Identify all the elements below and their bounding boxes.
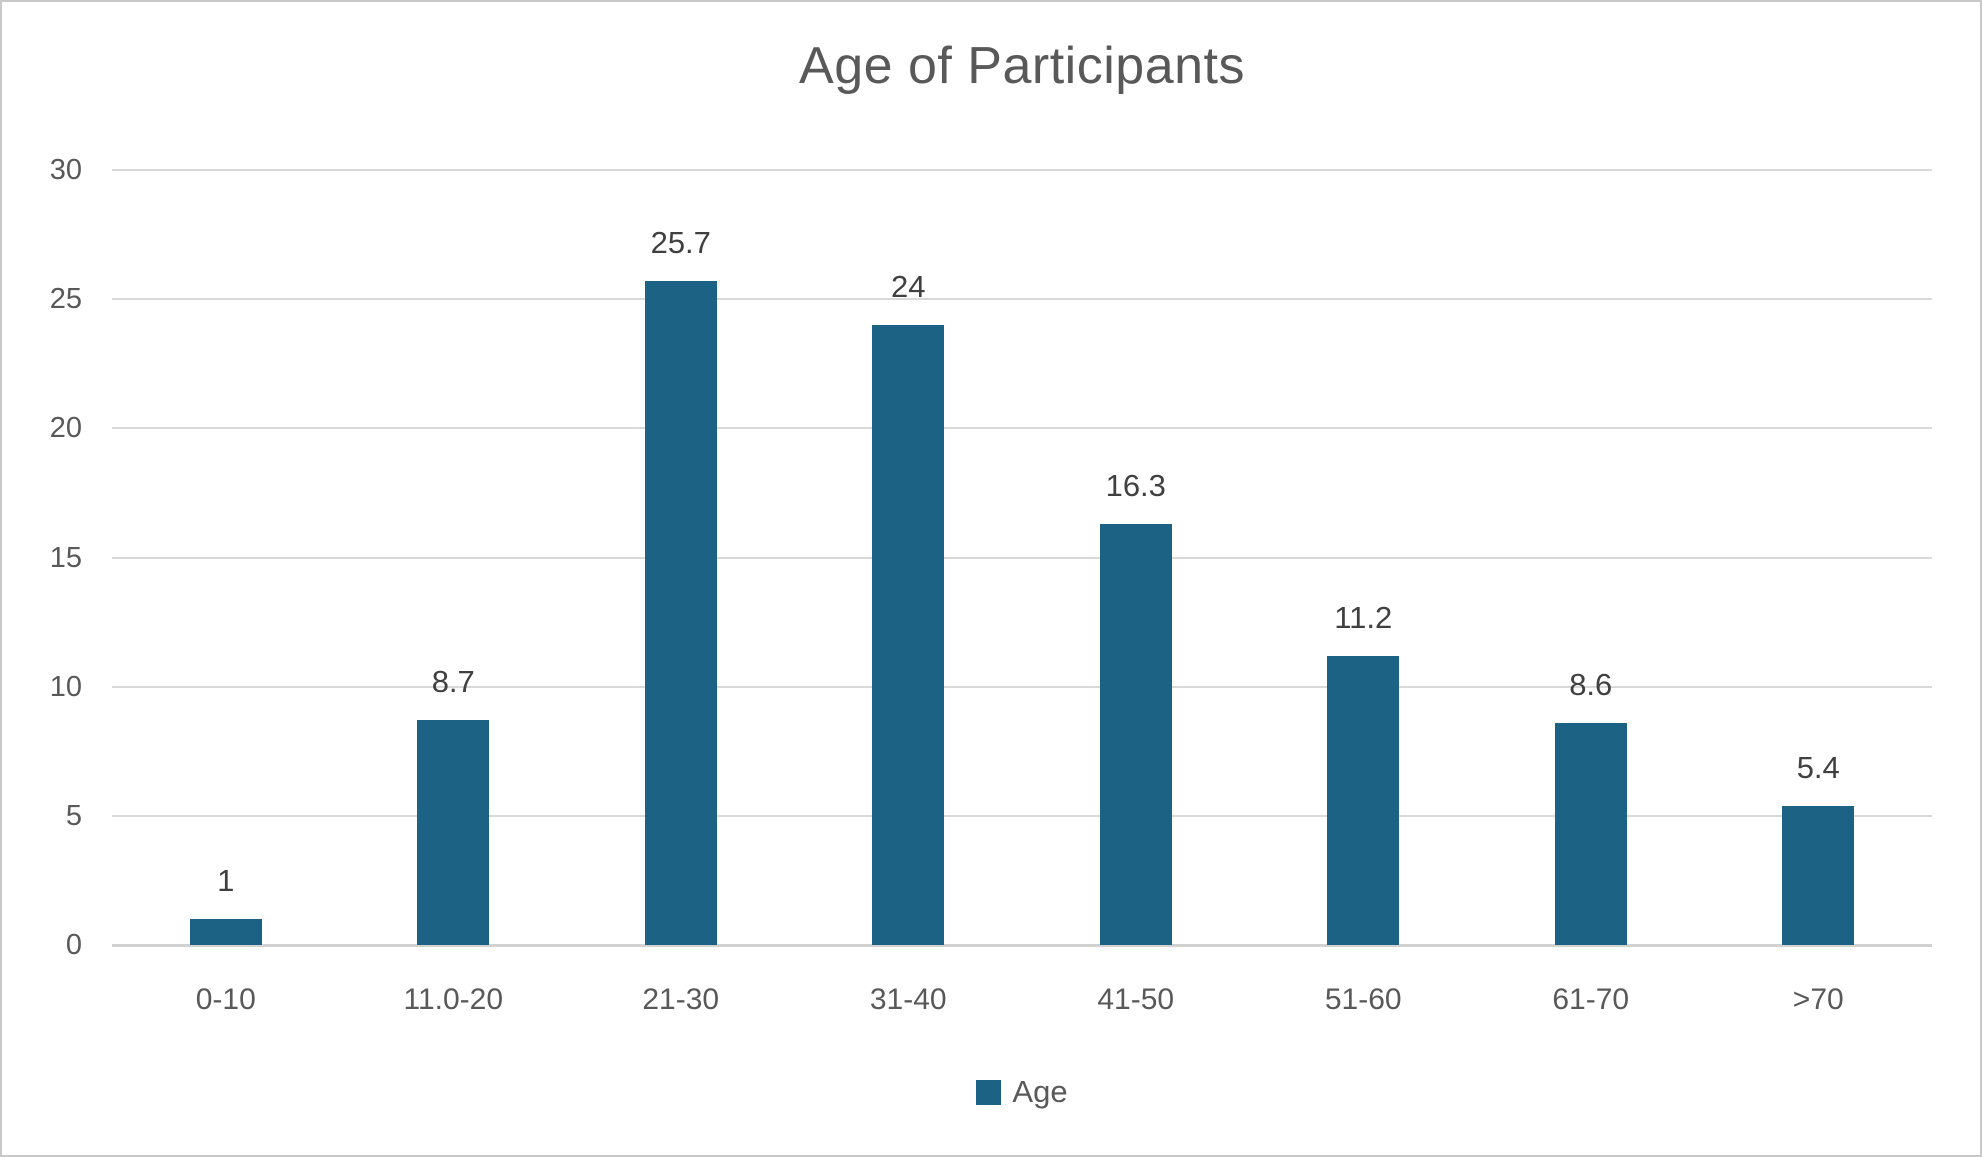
bar-value-label: 5.4 [1796, 749, 1840, 785]
bar [644, 281, 717, 945]
gridline [112, 427, 1932, 430]
y-tick-label: 25 [49, 283, 82, 316]
gridline [112, 169, 1932, 171]
gridline [112, 298, 1932, 301]
bar [872, 325, 945, 945]
legend-label: Age [1012, 1074, 1068, 1109]
x-tick-label: 51-60 [1324, 983, 1402, 1016]
bar [189, 919, 262, 945]
gridline [112, 685, 1932, 688]
bar-value-label: 11.2 [1334, 599, 1393, 635]
bar-value-label: 24 [891, 269, 926, 304]
x-tick-label: 0-10 [195, 983, 256, 1016]
x-tick-label: 21-30 [642, 983, 720, 1016]
bar-value-label: 8.7 [431, 664, 475, 700]
gridline [112, 556, 1932, 559]
legend-swatch-icon [976, 1079, 1002, 1105]
x-tick-label: >70 [1792, 983, 1844, 1016]
bar-value-label: 1 [217, 863, 235, 899]
bar [417, 720, 490, 945]
chart-title: Age of Participants [799, 37, 1245, 95]
bar-value-label: 25.7 [650, 225, 711, 261]
x-tick-label: 61-70 [1552, 983, 1630, 1016]
gridline [112, 814, 1932, 817]
bar [1554, 722, 1627, 945]
x-tick-label: 11.0-20 [403, 983, 504, 1016]
x-tick-label: 41-50 [1097, 983, 1175, 1016]
bar [1782, 805, 1855, 945]
bar-value-label: 8.6 [1569, 666, 1613, 702]
y-tick-label: 30 [49, 154, 82, 186]
x-tick-label: 31-40 [869, 983, 947, 1016]
y-tick-label: 0 [65, 929, 82, 961]
y-tick-label: 20 [49, 412, 82, 445]
gridline [112, 944, 1932, 947]
bar-value-label: 16.3 [1105, 467, 1166, 503]
y-tick-label: 15 [49, 541, 82, 574]
bar [1099, 523, 1172, 945]
bar [1327, 655, 1400, 945]
y-tick-label: 10 [49, 670, 82, 703]
y-tick-label: 5 [65, 799, 82, 832]
legend: Age [112, 1070, 1932, 1114]
